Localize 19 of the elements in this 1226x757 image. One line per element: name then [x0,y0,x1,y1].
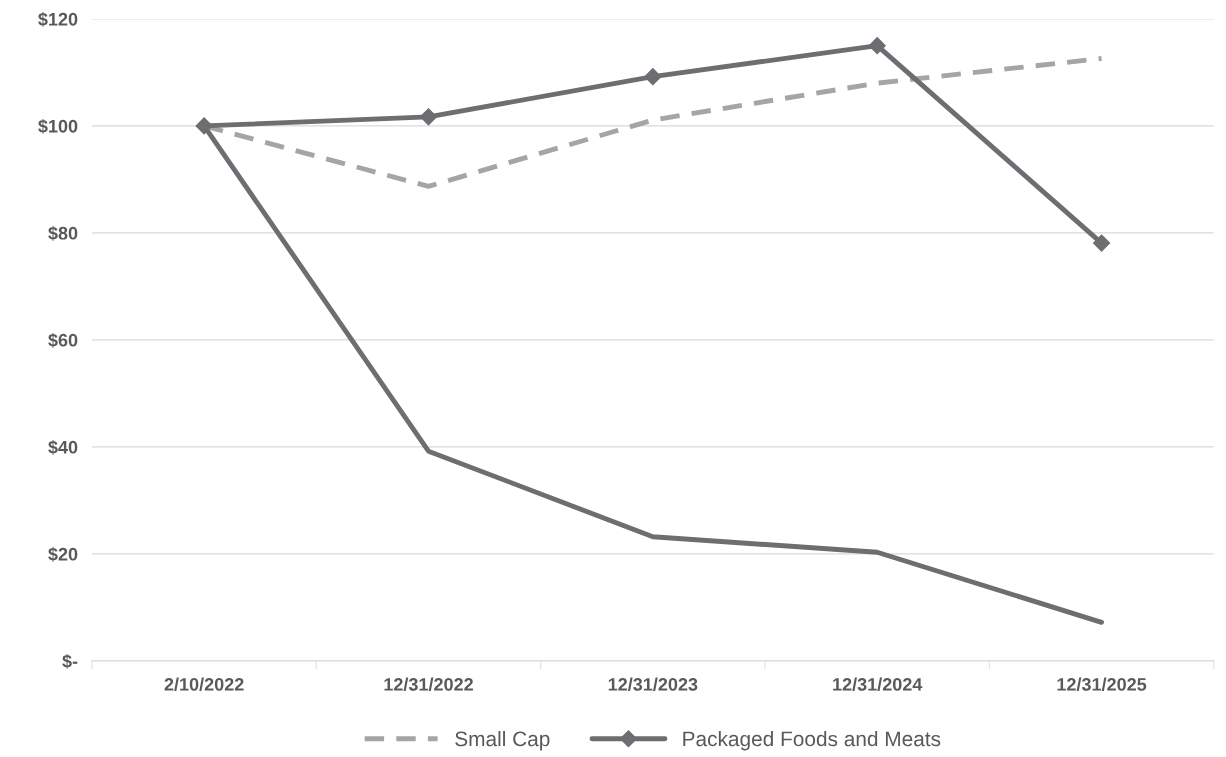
x-tick-label: 12/31/2022 [384,677,473,691]
x-tick-label: 2/10/2022 [164,677,244,691]
y-tick-label: $40 [48,440,78,455]
x-tick-label: 12/31/2024 [833,677,923,691]
point [868,37,886,55]
x-tick-label: 12/31/2023 [608,677,698,691]
y-tick-label: $100 [38,119,78,134]
y-tick-label: $20 [48,547,78,562]
point [1093,234,1111,252]
point [644,68,662,86]
point [195,117,213,135]
x-tick-label: 12/31/2025 [1057,677,1147,691]
y-tick-label: $60 [48,333,78,348]
legend-label: Packaged Foods and Meats [683,730,941,751]
point [419,108,438,126]
y-tick-label: $120 [38,12,78,27]
legend-label: Small Cap [455,730,550,751]
y-tick-label: $- [62,654,78,669]
y-tick-label: $80 [48,226,78,241]
